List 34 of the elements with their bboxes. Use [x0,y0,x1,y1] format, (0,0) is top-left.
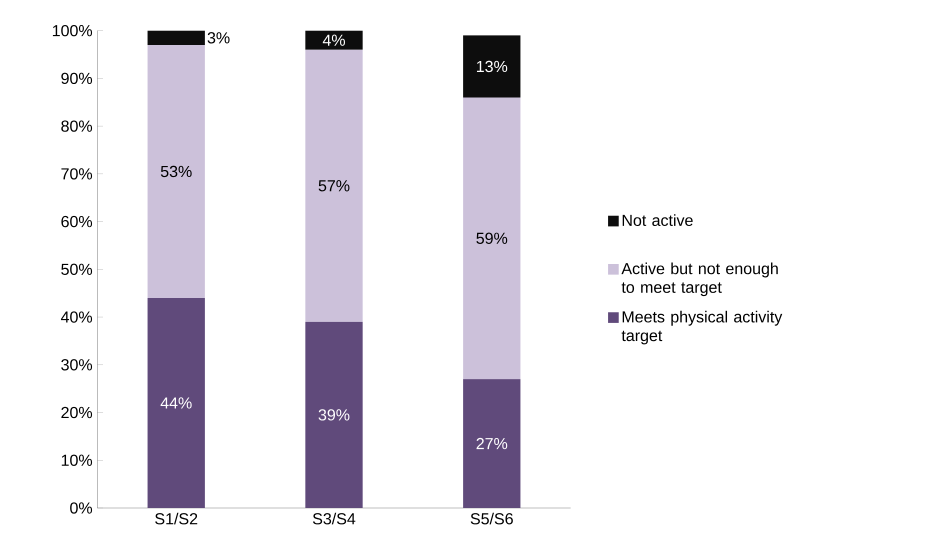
y-tick-label: 100% [52,24,92,36]
data-label: 3% [208,32,230,44]
data-label: 44% [160,397,192,409]
bar [305,322,363,508]
data-label: 39% [318,409,350,421]
y-tick-label: 20% [61,406,92,418]
y-tick-label: 0% [70,502,92,514]
legend-label: Not active [622,214,693,226]
data-label: 27% [476,438,508,450]
bar [463,379,520,508]
bar [463,35,520,98]
x-tick-label: S5/S6 [470,512,513,524]
bar [148,30,205,45]
bar [148,44,205,298]
data-label: 59% [476,232,508,244]
y-tick-label: 60% [61,216,92,228]
y-tick-label: 80% [61,120,92,132]
y-tick-label: 50% [61,264,92,275]
legend-label: Meets physical activity target [622,310,782,344]
y-tick-label: 40% [60,311,92,323]
y-tick-label: 70% [61,168,92,180]
bar [148,298,205,508]
data-label: 4% [322,34,345,46]
y-tick-label: 10% [62,454,92,466]
y-tick-label: 30% [61,359,92,370]
y-tick-label: 90% [61,72,92,84]
bar [463,97,520,380]
x-tick-label: S1/S2 [155,512,198,524]
data-label: 57% [318,180,350,192]
data-label: 13% [476,60,508,72]
x-tick-label: S3/S4 [312,512,356,524]
legend-label: Active but not enough to meet target [621,262,778,296]
data-label: 53% [160,166,192,178]
bar [305,50,363,322]
